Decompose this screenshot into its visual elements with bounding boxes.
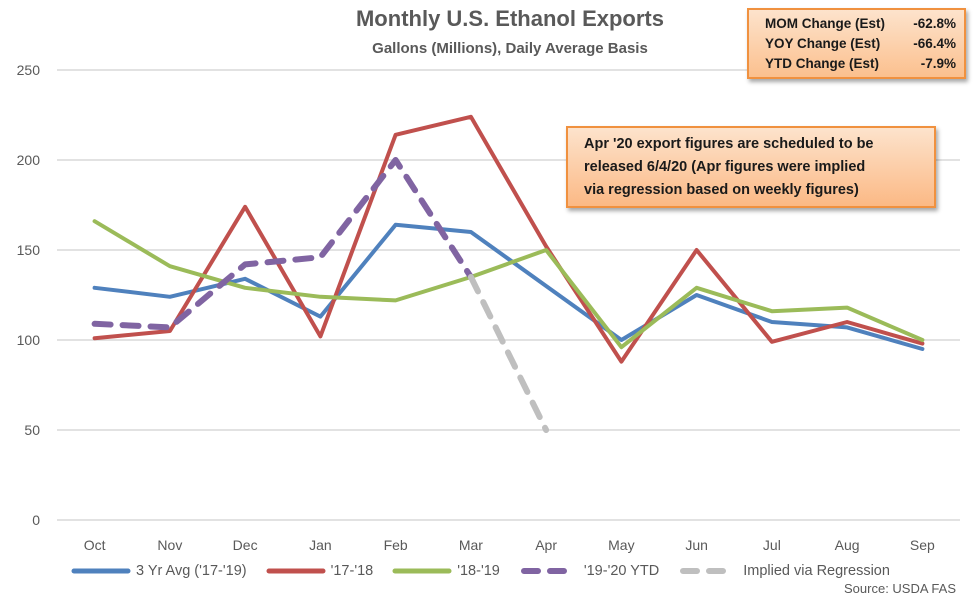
series-line-3: [91, 157, 474, 331]
y-axis-ticks: 0 50 100 150 200 250: [17, 62, 41, 528]
chart-title: Monthly U.S. Ethanol Exports: [355, 6, 664, 31]
x-tick-label: Feb: [384, 537, 408, 553]
series-lines: [91, 114, 925, 433]
legend-item-19-20-ytd: '19-'20 YTD: [518, 561, 659, 581]
change-stats-box: MOM Change (Est) -62.8% YOY Change (Est)…: [747, 8, 966, 79]
stat-label: MOM Change (Est): [765, 16, 885, 31]
note-line: via regression based on weekly figures): [584, 182, 859, 198]
x-tick-label: Dec: [233, 537, 258, 553]
legend-item-18-19: '18-'19: [391, 561, 500, 581]
legend-item-implied-regression: Implied via Regression: [677, 561, 890, 581]
stat-row-ytd: YTD Change (Est) -7.9%: [765, 54, 956, 74]
legend-label: '17-'18: [330, 563, 374, 579]
legend-label: Implied via Regression: [743, 563, 890, 579]
x-tick-label: Aug: [835, 537, 860, 553]
stat-label: YOY Change (Est): [765, 36, 881, 51]
stat-row-yoy: YOY Change (Est) -66.4%: [765, 34, 956, 54]
x-tick-label: May: [608, 537, 634, 553]
legend-swatch: [392, 568, 452, 574]
annotation-note: Apr '20 export figures are scheduled to …: [566, 126, 936, 208]
y-tick-label: 150: [17, 242, 41, 258]
x-tick-label: Apr: [535, 537, 557, 553]
stat-row-mom: MOM Change (Est) -62.8%: [765, 14, 956, 34]
chart-legend: 3 Yr Avg ('17-'19) '17-'18 '18-'19 '19-'…: [70, 561, 908, 581]
y-tick-label: 100: [17, 332, 41, 348]
x-tick-label: Mar: [459, 537, 483, 553]
stat-value: -62.8%: [913, 16, 956, 31]
legend-swatch: [71, 568, 131, 574]
y-tick-label: 0: [32, 512, 40, 528]
legend-label: 3 Yr Avg ('17-'19): [136, 563, 247, 579]
x-tick-label: Nov: [157, 537, 182, 553]
y-tick-label: 250: [17, 62, 41, 78]
stat-value: -7.9%: [920, 56, 956, 71]
x-tick-label: Oct: [84, 537, 106, 553]
legend-label: '18-'19: [457, 563, 500, 579]
chart-subtitle: Gallons (Millions), Daily Average Basis: [372, 40, 648, 57]
series-line-1: [92, 114, 925, 364]
legend-swatch: [266, 568, 326, 574]
note-line: released 6/4/20 (Apr figures were implie…: [584, 159, 866, 175]
x-tick-label: Jan: [309, 537, 332, 553]
legend-label: '19-'20 YTD: [583, 563, 660, 579]
x-tick-label: Jul: [763, 537, 781, 553]
series-line-4: [467, 274, 550, 433]
y-tick-label: 50: [24, 422, 40, 438]
x-tick-label: Sep: [910, 537, 935, 553]
legend-swatch: [680, 568, 739, 574]
series-line-0: [92, 222, 925, 351]
stat-value: -66.4%: [913, 36, 956, 51]
legend-item-17-18: '17-'18: [265, 561, 374, 581]
legend-swatch: [520, 568, 579, 574]
y-tick-label: 200: [17, 152, 41, 168]
source-note: Source: USDA FAS: [844, 581, 956, 596]
x-axis-ticks: Oct Nov Dec Jan Feb Mar Apr May Jun Jul Aug Sep: [84, 537, 935, 553]
legend-item-3yr-avg: 3 Yr Avg ('17-'19): [70, 561, 247, 581]
stat-label: YTD Change (Est): [765, 56, 880, 71]
series-line-2: [92, 219, 925, 350]
x-tick-label: Jun: [685, 537, 708, 553]
note-line: Apr '20 export figures are scheduled to …: [584, 136, 874, 152]
gridlines: [57, 69, 960, 521]
